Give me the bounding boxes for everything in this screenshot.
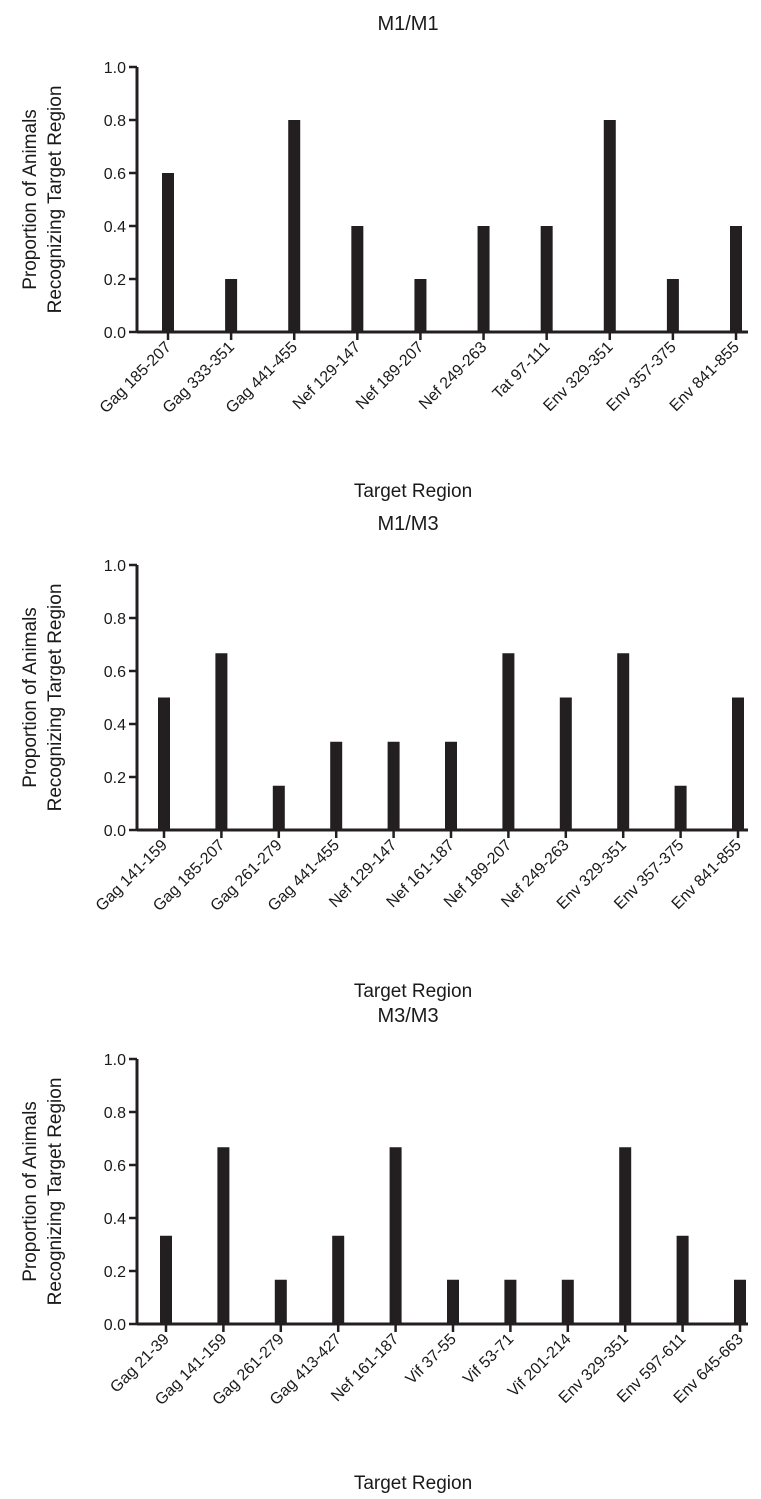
y-tick-label: 0.0 xyxy=(104,325,126,342)
y-tick-label: 0.6 xyxy=(104,664,126,681)
y-tick-label: 0.2 xyxy=(104,272,126,289)
y-tick-label: 0.0 xyxy=(104,1317,126,1334)
bar-10 xyxy=(730,226,742,332)
bar-9 xyxy=(617,653,630,830)
bar-10 xyxy=(674,785,687,830)
bar-6 xyxy=(445,741,457,830)
x-category-label: Tat 97-111 xyxy=(490,339,554,403)
bar-4 xyxy=(330,741,343,830)
bar-3 xyxy=(272,785,285,830)
y-tick-label: 1.0 xyxy=(104,558,126,575)
x-axis-label: Target Region xyxy=(354,481,472,502)
bar-9 xyxy=(666,279,679,332)
y-tick-label: 0.8 xyxy=(104,611,126,628)
x-category-label: Vif 37-55 xyxy=(403,1331,460,1388)
chart-panel-2: M1/M3 Proportion of Animals Recognizing Ta… xyxy=(20,513,748,1002)
y-tick-label: 0.8 xyxy=(104,1105,126,1122)
bar-1 xyxy=(162,173,174,332)
bar-7 xyxy=(504,1279,517,1324)
y-tick-label: 0.4 xyxy=(104,717,126,734)
bar-5 xyxy=(389,1147,402,1324)
y-axis-label-line-2: Recognizing Target Region xyxy=(45,1078,66,1306)
chart-title: M1/M3 xyxy=(377,513,438,535)
bar-8 xyxy=(559,697,572,830)
bar-9 xyxy=(619,1147,632,1324)
chart-panel-3: M3/M3 Proportion of Animals Recognizing Ta… xyxy=(20,1005,748,1494)
y-axis-label-line-1: Proportion of Animals xyxy=(20,109,41,290)
y-axis-label-line-2: Recognizing Target Region xyxy=(45,584,66,812)
bar-10 xyxy=(676,1235,689,1324)
x-category-label: Nef 249-263 xyxy=(416,339,490,413)
y-tick-label: 0.2 xyxy=(104,770,126,787)
y-axis-label-line-1: Proportion of Animals xyxy=(20,1101,41,1282)
bar-4 xyxy=(332,1235,345,1324)
y-axis-label-line-1: Proportion of Animals xyxy=(20,607,41,788)
x-axis-label: Target Region xyxy=(354,981,472,1002)
bar-2 xyxy=(217,1147,230,1324)
bar-4 xyxy=(351,226,364,332)
bar-3 xyxy=(288,120,301,332)
bar-5 xyxy=(387,741,400,830)
y-tick-label: 1.0 xyxy=(104,60,126,77)
bar-1 xyxy=(158,697,170,830)
x-category-label: Vif 53-71 xyxy=(460,1331,517,1388)
bar-2 xyxy=(225,279,238,332)
bar-7 xyxy=(540,226,553,332)
y-tick-label: 0.8 xyxy=(104,113,126,130)
x-axis-label: Target Region xyxy=(354,1473,472,1494)
bar-1 xyxy=(160,1235,172,1324)
y-tick-label: 1.0 xyxy=(104,1052,126,1069)
bar-3 xyxy=(274,1279,287,1324)
bar-11 xyxy=(734,1279,746,1324)
bar-7 xyxy=(502,653,515,830)
bar-11 xyxy=(732,697,744,830)
bar-6 xyxy=(477,226,490,332)
bar-6 xyxy=(447,1279,459,1324)
y-tick-label: 0.4 xyxy=(104,219,126,236)
bar-8 xyxy=(561,1279,574,1324)
y-axis-label-line-2: Recognizing Target Region xyxy=(45,86,66,314)
chart-title: M3/M3 xyxy=(377,1005,438,1027)
bar-5 xyxy=(414,279,427,332)
y-tick-label: 0.6 xyxy=(104,166,126,183)
chart-title: M1/M1 xyxy=(377,13,438,35)
bar-8 xyxy=(603,120,616,332)
bar-2 xyxy=(215,653,228,830)
chart-panel-1: M1/M1 Proportion of Animals Recognizing Ta… xyxy=(20,13,748,502)
y-tick-label: 0.2 xyxy=(104,1264,126,1281)
y-tick-label: 0.0 xyxy=(104,823,126,840)
y-tick-label: 0.6 xyxy=(104,1158,126,1175)
y-tick-label: 0.4 xyxy=(104,1211,126,1228)
